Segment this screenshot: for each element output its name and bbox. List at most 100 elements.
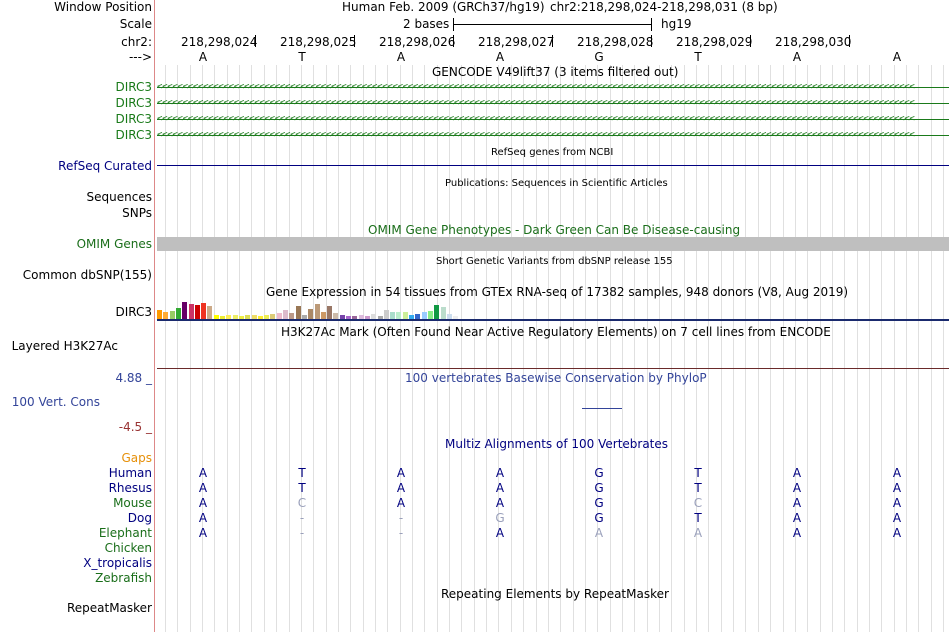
gtex-tissue-bar[interactable] (308, 309, 314, 319)
repeatmasker-track-title[interactable]: Repeating Elements by RepeatMasker (441, 587, 669, 601)
gtex-tissue-bar[interactable] (320, 312, 326, 319)
gtex-tissue-bar[interactable] (358, 315, 364, 319)
gtex-tissue-bar[interactable] (220, 316, 225, 319)
gtex-tissue-bar[interactable] (327, 306, 333, 319)
species-label[interactable]: Mouse (113, 496, 152, 510)
omim-gene-bar[interactable] (157, 237, 949, 251)
species-label[interactable]: X_tropicalis (83, 556, 152, 570)
species-label[interactable]: Zebrafish (95, 571, 152, 585)
species-label[interactable]: Human (108, 466, 152, 480)
coordinate-label[interactable]: 218,298,030 (775, 35, 852, 49)
coordinate-label[interactable]: 218,298,029 (676, 35, 753, 49)
gtex-tissue-bar[interactable] (238, 316, 244, 319)
gtex-tissue-bar[interactable] (364, 316, 370, 319)
gtex-tissue-bar[interactable] (453, 316, 459, 319)
gtex-tissue-bar[interactable] (194, 305, 200, 319)
coordinate-label[interactable]: 218,298,025 (280, 35, 357, 49)
gtex-gene-line[interactable] (157, 319, 949, 321)
dbsnp-track-title[interactable]: Short Genetic Variants from dbSNP releas… (436, 256, 673, 267)
phylop-track-label[interactable]: 100 Vert. Cons (11, 395, 100, 409)
gtex-tissue-bar[interactable] (169, 311, 175, 319)
h3k27ac-track-label[interactable]: Layered H3K27Ac (11, 339, 118, 353)
gtex-tissue-bar[interactable] (157, 310, 162, 319)
publications-label-snps[interactable]: SNPs (122, 206, 152, 220)
gtex-tissue-bar[interactable] (427, 311, 433, 319)
gencode-track-title[interactable]: GENCODE V49lift37 (3 items filtered out) (432, 65, 679, 79)
gtex-tissue-bar[interactable] (175, 308, 181, 319)
gencode-item-label[interactable]: DIRC3 (115, 112, 152, 126)
gtex-tissue-bar[interactable] (270, 314, 276, 319)
gtex-tissue-bar[interactable] (377, 316, 383, 319)
gtex-track-label[interactable]: DIRC3 (115, 305, 152, 319)
gtex-tissue-bar[interactable] (201, 303, 207, 319)
gencode-gene-arrows[interactable]: <<<<<<<<<<<<<<<<<<<<<<<<<<<<<<<<<<<<<<<<… (157, 130, 949, 141)
gtex-tissue-bar[interactable] (421, 312, 427, 319)
gridline (622, 65, 623, 632)
gtex-tissue-bar[interactable] (163, 312, 169, 319)
gtex-tissue-bar[interactable] (390, 312, 396, 319)
gtex-tissue-bar[interactable] (295, 306, 301, 319)
gtex-tissue-bar[interactable] (182, 302, 188, 319)
gtex-tissue-bar[interactable] (226, 315, 232, 319)
species-label[interactable]: Chicken (104, 541, 152, 555)
gtex-track-title[interactable]: Gene Expression in 54 tissues from GTEx … (266, 285, 849, 299)
assembly-title[interactable]: Human Feb. 2009 (GRCh37/hg19) (342, 0, 545, 14)
gtex-tissue-bar[interactable] (409, 315, 414, 319)
gtex-tissue-bar[interactable] (371, 314, 377, 319)
repeatmasker-track-label[interactable]: RepeatMasker (66, 601, 152, 615)
gencode-gene-arrows[interactable]: <<<<<<<<<<<<<<<<<<<<<<<<<<<<<<<<<<<<<<<<… (157, 114, 949, 125)
coordinate-label[interactable]: 218,298,026 (379, 35, 456, 49)
gtex-tissue-bar[interactable] (440, 307, 446, 319)
gtex-tissue-bar[interactable] (383, 310, 389, 319)
gtex-tissue-bar[interactable] (352, 316, 358, 319)
gencode-item-label[interactable]: DIRC3 (115, 80, 152, 94)
chrom-label[interactable]: chr2: (121, 35, 152, 49)
refseq-track-title[interactable]: RefSeq genes from NCBI (491, 147, 614, 158)
dbsnp-track-label[interactable]: Common dbSNP(155) (22, 268, 152, 282)
omim-track-title[interactable]: OMIM Gene Phenotypes - Dark Green Can Be… (368, 223, 741, 237)
publications-label-sequences[interactable]: Sequences (86, 190, 152, 204)
gridline (412, 65, 413, 632)
phylop-track-title[interactable]: 100 vertebrates Basewise Conservation by… (405, 371, 707, 385)
multiz-track-title[interactable]: Multiz Alignments of 100 Vertebrates (445, 437, 669, 451)
gtex-tissue-bar[interactable] (289, 313, 295, 319)
species-label[interactable]: Dog (127, 511, 152, 525)
gtex-tissue-bar[interactable] (434, 305, 440, 319)
publications-track-title[interactable]: Publications: Sequences in Scientific Ar… (445, 178, 668, 189)
gencode-gene-arrows[interactable]: <<<<<<<<<<<<<<<<<<<<<<<<<<<<<<<<<<<<<<<<… (157, 98, 949, 109)
gtex-tissue-bar[interactable] (207, 306, 213, 319)
gtex-tissue-bar[interactable] (446, 314, 452, 319)
gtex-expression-bars[interactable] (157, 300, 557, 319)
gtex-tissue-bar[interactable] (396, 312, 402, 319)
gtex-tissue-bar[interactable] (283, 310, 288, 319)
gencode-item-label[interactable]: DIRC3 (115, 96, 152, 110)
refseq-track-label[interactable]: RefSeq Curated (58, 159, 152, 173)
gencode-gene-arrows[interactable]: <<<<<<<<<<<<<<<<<<<<<<<<<<<<<<<<<<<<<<<<… (157, 82, 949, 93)
coordinate-label[interactable]: 218,298,024 (181, 35, 258, 49)
species-label[interactable]: Rhesus (108, 481, 152, 495)
species-label[interactable]: Elephant (98, 526, 152, 540)
gtex-tissue-bar[interactable] (245, 315, 251, 319)
gtex-tissue-bar[interactable] (339, 315, 345, 319)
gtex-tissue-bar[interactable] (257, 316, 263, 319)
omim-track-label[interactable]: OMIM Genes (76, 237, 152, 251)
gtex-tissue-bar[interactable] (333, 313, 339, 319)
coordinate-label[interactable]: 218,298,028 (577, 35, 654, 49)
gtex-tissue-bar[interactable] (301, 315, 307, 319)
gtex-tissue-bar[interactable] (314, 304, 320, 319)
gtex-tissue-bar[interactable] (213, 315, 219, 319)
h3k27ac-track-title[interactable]: H3K27Ac Mark (Often Found Near Active Re… (281, 325, 831, 339)
gtex-tissue-bar[interactable] (264, 315, 270, 319)
refseq-gene-line[interactable] (157, 165, 949, 166)
coordinate-label[interactable]: 218,298,027 (478, 35, 555, 49)
gtex-tissue-bar[interactable] (251, 315, 257, 319)
gencode-item-label[interactable]: DIRC3 (115, 128, 152, 142)
gtex-tissue-bar[interactable] (188, 304, 194, 319)
gtex-tissue-bar[interactable] (276, 313, 282, 319)
multiz-gaps-label[interactable]: Gaps (121, 451, 152, 465)
gtex-tissue-bar[interactable] (402, 312, 408, 319)
gtex-tissue-bar[interactable] (232, 315, 238, 319)
strand-label[interactable]: ---> (128, 50, 152, 64)
gtex-tissue-bar[interactable] (415, 314, 421, 319)
gtex-tissue-bar[interactable] (346, 316, 351, 319)
